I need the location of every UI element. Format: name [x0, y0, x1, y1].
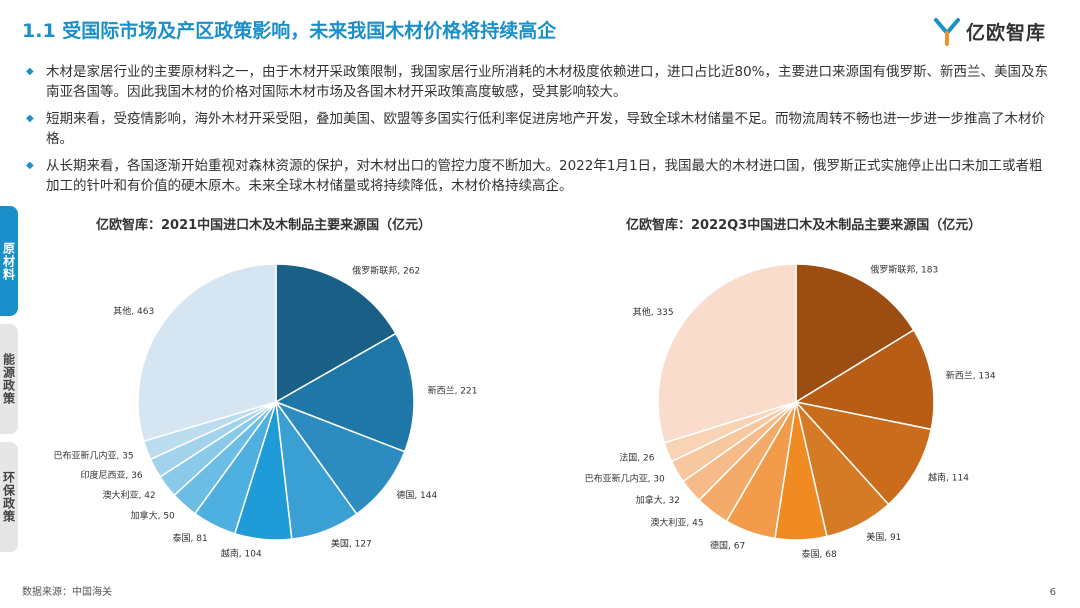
- slice-label: 美国, 91: [866, 531, 901, 543]
- slice-label: 新西兰, 134: [946, 370, 996, 382]
- bullet-item: ◆ 从长期来看，各国逐渐开始重视对森林资源的保护，对木材出口的管控力度不断加大。…: [26, 156, 1056, 196]
- pie-slice: [274, 332, 415, 453]
- slice-label: 俄罗斯联邦, 183: [870, 263, 938, 275]
- logo-text: 亿欧智库: [965, 21, 1046, 44]
- slice-label: 越南, 104: [221, 547, 262, 559]
- bullet-text: 木材是家居行业的主要原材料之一，由于木材开采政策限制，我国家居行业所消耗的木材极…: [46, 64, 1049, 100]
- slice-label: 巴布亚新几内亚, 30: [585, 473, 665, 485]
- diamond-bullet-icon: ◆: [26, 113, 34, 124]
- bullet-item: ◆ 短期来看，受疫情影响，海外木材开采受阻，叠加美国、欧盟等多国实行低利率促进房…: [26, 109, 1056, 149]
- side-tab-raw-materials[interactable]: 原材料: [0, 206, 18, 316]
- slice-label: 加拿大, 32: [636, 494, 680, 506]
- page-title: 1.1 受国际市场及产区政策影响，未来我国木材价格将持续高企: [22, 20, 557, 42]
- slice-label: 德国, 67: [710, 539, 745, 551]
- slice-label: 其他, 335: [633, 306, 674, 318]
- pie-slice: [795, 263, 915, 404]
- diamond-bullet-icon: ◆: [26, 66, 34, 77]
- bullet-text: 从长期来看，各国逐渐开始重视对森林资源的保护，对木材出口的管控力度不断加大。20…: [46, 158, 1043, 194]
- slice-label: 其他, 463: [113, 305, 154, 317]
- slice-label: 俄罗斯联邦, 262: [352, 265, 420, 277]
- slice-label: 澳大利亚, 42: [102, 489, 155, 501]
- pie-slice: [275, 263, 397, 404]
- pie-slice: [793, 328, 935, 431]
- chart-title-2022q3: 亿欧智库：2022Q3中国进口木及木制品主要来源国（亿元）: [626, 218, 982, 233]
- chart-title-2021: 亿欧智库：2021中国进口木及木制品主要来源国（亿元）: [96, 218, 432, 233]
- slice-label: 印度尼西亚, 36: [80, 469, 142, 481]
- page-number: 6: [1049, 587, 1056, 598]
- side-tabs: 原材料 能源政策 环保政策: [0, 206, 18, 552]
- pie-chart-2021: 俄罗斯联邦, 262 新西兰, 221 德国, 144 美国, 127 越南, 104 泰…: [53, 263, 478, 559]
- pie-chart-2022q3: 俄罗斯联邦, 183 新西兰, 134 越南, 114 美国, 91 泰国, 68 德国,…: [585, 263, 996, 560]
- slice-label: 加拿大, 50: [131, 509, 175, 521]
- bullet-list: ◆ 木材是家居行业的主要原材料之一，由于木材开采政策限制，我国家居行业所消耗的木…: [26, 62, 1056, 203]
- logo: 亿欧智库: [932, 16, 1046, 46]
- slice-label: 法国, 26: [619, 451, 654, 463]
- slice-label: 越南, 114: [928, 471, 969, 483]
- pie-slice: [273, 400, 406, 516]
- slice-label: 泰国, 81: [173, 532, 208, 544]
- slice-label: 巴布亚新几内亚, 35: [53, 449, 133, 461]
- logo-icon: [933, 18, 960, 46]
- bullet-item: ◆ 木材是家居行业的主要原材料之一，由于木材开采政策限制，我国家居行业所消耗的木…: [26, 62, 1056, 102]
- diamond-bullet-icon: ◆: [26, 160, 34, 171]
- slice-label: 澳大利亚, 45: [650, 517, 703, 529]
- side-tab-energy-policy[interactable]: 能源政策: [0, 324, 18, 434]
- pie-slice: [137, 263, 277, 443]
- data-source: 数据来源：中国海关: [22, 587, 112, 598]
- slice-label: 泰国, 68: [802, 548, 837, 560]
- pie-slice: [793, 400, 933, 506]
- slice-label: 德国, 144: [396, 489, 437, 501]
- bullet-text: 短期来看，受疫情影响，海外木材开采受阻，叠加美国、欧盟等多国实行低利率促进房地产…: [46, 111, 1045, 147]
- slice-label: 新西兰, 221: [428, 385, 478, 397]
- title-bar: 1.1 受国际市场及产区政策影响，未来我国木材价格将持续高企: [22, 14, 782, 48]
- side-tab-environment-policy[interactable]: 环保政策: [0, 442, 18, 552]
- slice-label: 美国, 127: [331, 538, 372, 550]
- pie-slice: [657, 263, 797, 444]
